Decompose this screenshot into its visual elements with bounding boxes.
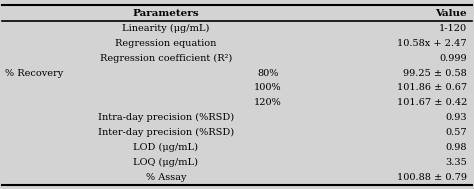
Text: Linearity (μg/mL): Linearity (μg/mL) <box>122 24 210 33</box>
Text: 0.999: 0.999 <box>439 53 467 63</box>
Text: 99.25 ± 0.58: 99.25 ± 0.58 <box>403 68 467 77</box>
Text: 0.57: 0.57 <box>445 128 467 137</box>
Text: Value: Value <box>435 9 467 18</box>
Text: Inter-day precision (%RSD): Inter-day precision (%RSD) <box>98 128 234 137</box>
Text: 100.88 ± 0.79: 100.88 ± 0.79 <box>397 173 467 182</box>
Text: 101.67 ± 0.42: 101.67 ± 0.42 <box>397 98 467 107</box>
Text: 101.86 ± 0.67: 101.86 ± 0.67 <box>397 84 467 92</box>
Text: Regression coefficient (R²): Regression coefficient (R²) <box>100 53 232 63</box>
Text: LOD (μg/mL): LOD (μg/mL) <box>133 143 199 152</box>
Text: 120%: 120% <box>254 98 282 107</box>
Text: LOQ (μg/mL): LOQ (μg/mL) <box>133 158 199 167</box>
Text: Parameters: Parameters <box>133 9 199 18</box>
Text: 100%: 100% <box>254 84 282 92</box>
Text: 3.35: 3.35 <box>445 158 467 167</box>
Text: 80%: 80% <box>257 68 279 77</box>
Text: 0.98: 0.98 <box>446 143 467 152</box>
Text: 0.93: 0.93 <box>445 113 467 122</box>
Text: 10.58x + 2.47: 10.58x + 2.47 <box>397 39 467 48</box>
Text: 1-120: 1-120 <box>439 24 467 33</box>
Text: % Recovery: % Recovery <box>5 68 63 77</box>
Text: % Assay: % Assay <box>146 173 186 182</box>
Text: Regression equation: Regression equation <box>115 39 217 48</box>
Text: Intra-day precision (%RSD): Intra-day precision (%RSD) <box>98 113 234 122</box>
